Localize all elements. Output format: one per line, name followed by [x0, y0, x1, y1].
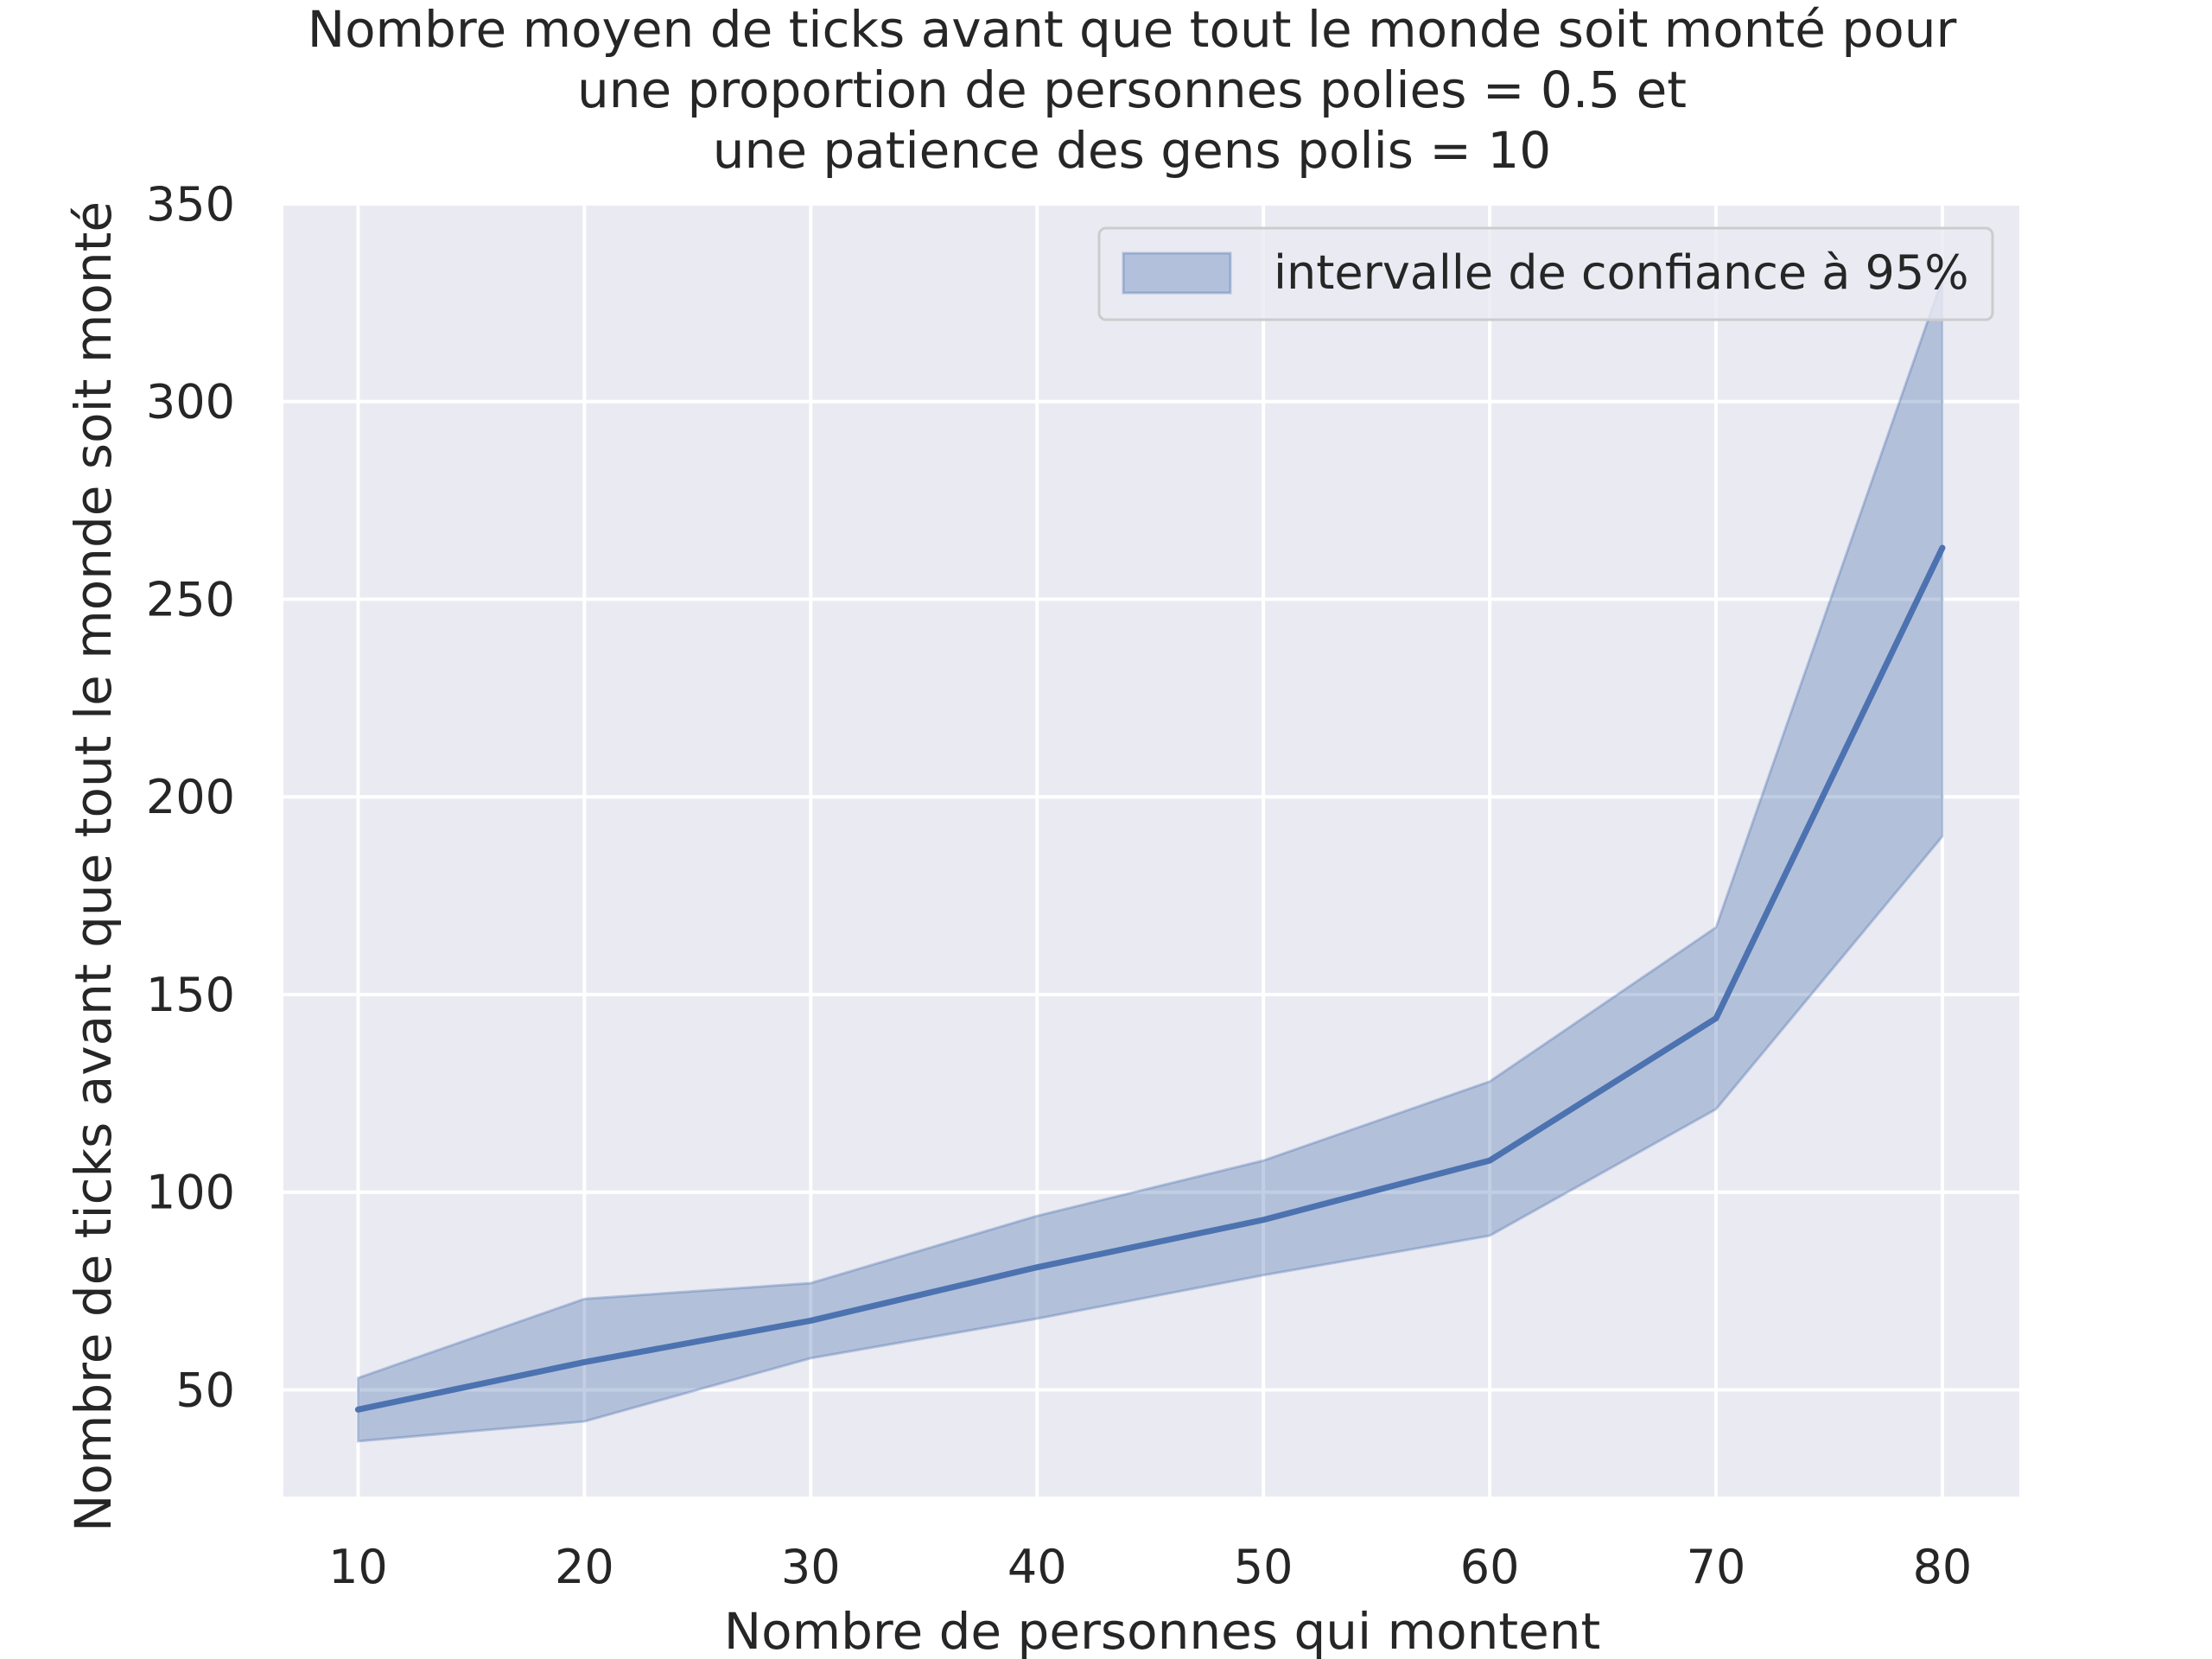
y-axis-label: Nombre de ticks avant que tout le monde …	[64, 201, 123, 1532]
x-tick-label: 70	[1687, 1540, 1746, 1594]
y-tick-label: 150	[146, 968, 235, 1022]
title-line-1: Nombre moyen de ticks avant que tout le …	[308, 0, 1957, 59]
confidence-band	[356, 278, 1944, 1443]
y-tick-label: 100	[146, 1166, 235, 1220]
x-tick-label: 30	[781, 1540, 841, 1594]
chart-title: Nombre moyen de ticks avant que tout le …	[308, 0, 1957, 180]
title-line-3: une patience des gens polis = 10	[713, 121, 1551, 180]
legend-box	[1097, 226, 1994, 321]
x-tick-label: 80	[1913, 1540, 1973, 1594]
x-axis-label: Nombre de personnes qui montent	[724, 1602, 1601, 1659]
y-tick-label: 250	[146, 572, 235, 626]
x-tick-label: 60	[1460, 1540, 1520, 1594]
x-tick-labels: 10 20 30 40 50 60 70 80	[328, 1540, 1972, 1594]
y-tick-label: 350	[146, 177, 235, 232]
legend: intervalle de confiance à 95%	[1097, 226, 1994, 321]
x-tick-label: 10	[328, 1540, 388, 1594]
y-tick-labels: 50 100 150 200 250 300 350	[146, 177, 235, 1417]
title-line-2: une proportion de personnes polies = 0.5…	[577, 60, 1687, 119]
y-tick-label: 200	[146, 770, 235, 824]
y-tick-label: 50	[175, 1363, 235, 1417]
series-line	[354, 544, 1946, 1413]
series-line-group	[354, 544, 1946, 1413]
x-tick-label: 20	[555, 1540, 614, 1594]
legend-swatch	[1122, 251, 1232, 295]
x-tick-label: 50	[1234, 1540, 1294, 1594]
x-tick-label: 40	[1007, 1540, 1067, 1594]
plot-area	[283, 204, 2019, 1497]
confidence-band-group	[356, 278, 1944, 1443]
legend-label: intervalle de confiance à 95%	[1274, 245, 1969, 300]
y-tick-label: 300	[146, 375, 235, 429]
